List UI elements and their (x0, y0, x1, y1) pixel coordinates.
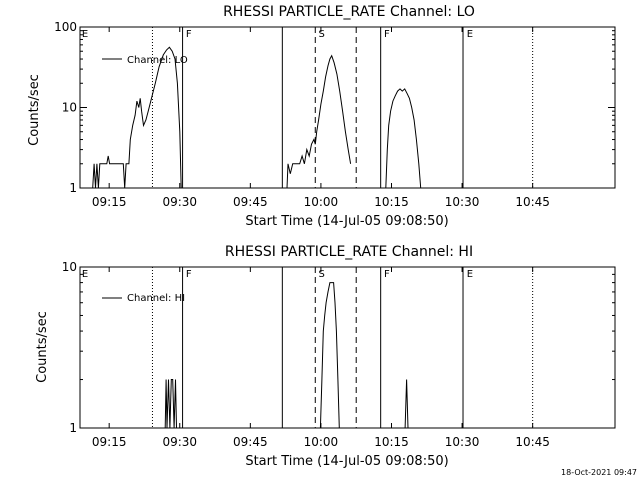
series-line-lo (286, 54, 352, 189)
region-label-hi: E (82, 269, 88, 280)
region-label-hi: F (384, 269, 390, 280)
series-line-hi (319, 282, 340, 429)
generation-timestamp: 18-Oct-2021 09:47 (561, 468, 637, 477)
region-label-lo: E (467, 29, 473, 40)
x-tick-label-hi: 10:45 (515, 435, 550, 449)
x-tick-label-lo: 10:30 (445, 195, 480, 209)
y-axis-label-lo: Counts/sec (27, 74, 42, 146)
region-label-hi: E (467, 269, 473, 280)
x-tick-label-hi: 10:00 (304, 435, 339, 449)
x-tick-label-lo: 09:45 (233, 195, 268, 209)
y-tick-label-lo: 100 (54, 20, 77, 34)
region-label-lo: S (319, 29, 325, 40)
region-label-hi: F (186, 269, 192, 280)
y-tick-label-hi: 10 (62, 260, 77, 274)
x-tick-label-lo: 10:00 (304, 195, 339, 209)
x-tick-label-hi: 10:30 (445, 435, 480, 449)
chart-title-lo: RHESSI PARTICLE_RATE Channel: LO (223, 4, 475, 20)
series-line-lo (92, 46, 182, 189)
y-tick-label-hi: 1 (69, 421, 77, 435)
y-axis-label-hi: Counts/sec (35, 311, 50, 383)
plot-frame-hi (79, 266, 616, 429)
panel-lo: RHESSI PARTICLE_RATE Channel: LO Counts/… (27, 4, 616, 229)
x-tick-label-lo: 09:15 (92, 195, 127, 209)
region-label-lo: E (82, 29, 88, 40)
series-line-hi (404, 379, 409, 429)
x-axis-label-lo: Start Time (14-Jul-05 09:08:50) (245, 214, 448, 229)
panel-hi: RHESSI PARTICLE_RATE Channel: HI Counts/… (35, 244, 616, 469)
region-label-lo: F (186, 29, 192, 40)
x-axis-label-hi: Start Time (14-Jul-05 09:08:50) (245, 454, 448, 469)
region-label-lo: F (384, 29, 390, 40)
series-line-lo (385, 88, 422, 189)
x-tick-label-hi: 09:30 (162, 435, 197, 449)
y-tick-label-lo: 1 (69, 181, 77, 195)
x-tick-label-hi: 10:15 (374, 435, 409, 449)
x-tick-label-lo: 10:15 (374, 195, 409, 209)
x-tick-label-hi: 09:15 (92, 435, 127, 449)
series-line-hi (164, 379, 177, 429)
chart-title-hi: RHESSI PARTICLE_RATE Channel: HI (225, 244, 473, 260)
region-label-hi: S (319, 269, 325, 280)
x-tick-label-hi: 09:45 (233, 435, 268, 449)
y-tick-label-lo: 10 (62, 101, 77, 115)
legend-label-hi: Channel: HI (127, 293, 185, 304)
legend-label-lo: Channel: LO (127, 55, 188, 66)
x-tick-label-lo: 10:45 (515, 195, 550, 209)
x-tick-label-lo: 09:30 (162, 195, 197, 209)
